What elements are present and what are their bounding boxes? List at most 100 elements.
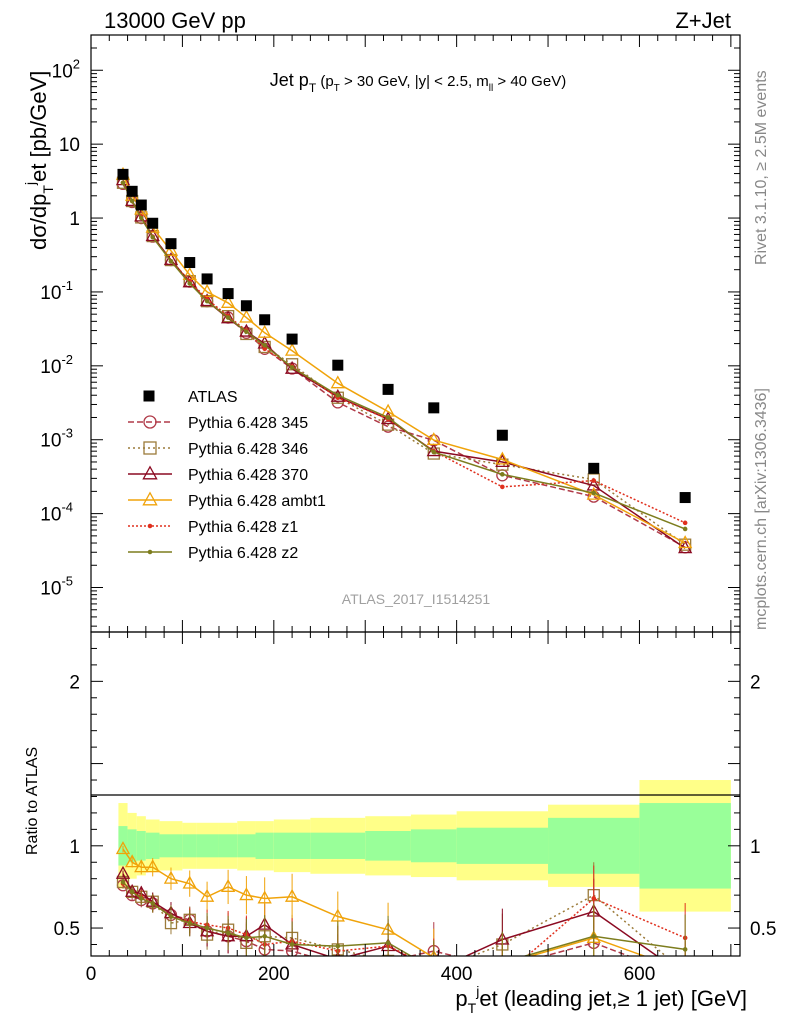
ratio-point (239, 887, 254, 901)
y-tick-label: 10-1 (40, 278, 73, 304)
y-tick-label: 10-5 (40, 574, 73, 600)
legend-label: ATLAS (188, 389, 238, 406)
series-point (330, 375, 345, 389)
ratio-point (199, 888, 215, 902)
ratio-point (679, 964, 691, 975)
data-point (165, 238, 177, 250)
stat-band (182, 834, 197, 858)
ratio-point (428, 965, 439, 976)
ratio-point (225, 930, 231, 936)
x-tick-label: 600 (624, 964, 656, 985)
main-plot-panel: 10-5 10-4 10-3 10-2 10-1 1 10 102 Jet pT (pT > … (22, 34, 741, 633)
data-point (679, 492, 691, 504)
ratio-y-tick-label: 2 (69, 672, 80, 693)
ratio-point (591, 933, 597, 939)
ratio-point (220, 878, 236, 892)
ratio-point (150, 901, 156, 906)
stat-band (410, 829, 457, 863)
legend-marker (142, 491, 158, 506)
series-point (335, 392, 341, 398)
ratio-y-tick-label-right: 0.5 (750, 919, 776, 940)
stat-band (310, 832, 366, 859)
ratio-y-tick-label: 0.5 (54, 919, 80, 940)
ratio-point (497, 962, 508, 973)
series-point (682, 520, 688, 526)
ratio-point (432, 967, 436, 971)
ratio-point (384, 954, 392, 956)
ratio-point (262, 933, 267, 939)
data-point (201, 273, 213, 285)
data-point (428, 402, 440, 414)
stat-band (456, 827, 549, 864)
series-point (289, 365, 295, 370)
ratio-point (124, 854, 140, 868)
series-point (262, 342, 267, 348)
ratio-point (182, 875, 197, 889)
series-point (586, 477, 601, 491)
stat-band (218, 834, 238, 858)
stat-band (159, 834, 183, 858)
ratio-plot-panel: 0.5 0.5 1 1 2 2 0 200 400 600 Ratio to ATLAS pTj… (24, 631, 776, 1016)
series-point (120, 180, 126, 186)
data-point (332, 359, 344, 371)
ratio-point (163, 870, 179, 884)
series-point (262, 346, 267, 352)
ratio-plot-frame (90, 631, 741, 957)
y-tick-label: 10-3 (40, 426, 73, 452)
ratio-y-axis-label: Ratio to ATLAS (24, 747, 41, 855)
ratio-point (680, 967, 691, 978)
series-point (163, 252, 179, 266)
rivet-label: Rivet 3.1.10, ≥ 2.5M events (753, 70, 770, 265)
series-point (426, 432, 441, 446)
ratio-point (501, 976, 505, 980)
stat-band (255, 832, 274, 859)
ratio-point (385, 940, 391, 946)
y-tick-label: 10 (59, 135, 80, 156)
ratio-point (145, 859, 160, 873)
ratio-point (679, 969, 691, 980)
data-point (588, 462, 600, 474)
series-point (220, 294, 236, 308)
ratio-point (496, 958, 508, 969)
stat-band (639, 803, 731, 889)
series-point (682, 526, 688, 532)
ratio-point (244, 935, 249, 941)
main-plot-frame (90, 34, 741, 633)
series-point (225, 315, 231, 320)
stat-band (237, 834, 256, 858)
ratio-point (129, 889, 135, 895)
series-point (500, 472, 505, 477)
ratio-point (115, 865, 131, 879)
series-point (284, 342, 300, 356)
series-point (138, 215, 144, 221)
watermark: ATLAS_2017_I1514251 (342, 591, 491, 607)
ratio-point (591, 896, 597, 901)
ratio-point (168, 914, 174, 919)
stat-band (145, 832, 160, 859)
legend-marker (143, 390, 155, 402)
series-point (163, 242, 179, 256)
legend-label: Pythia 6.428 346 (188, 441, 308, 458)
stat-band (365, 831, 411, 861)
series-point (129, 198, 135, 204)
y-tick-label: 102 (52, 56, 80, 82)
ratio-point (501, 961, 505, 965)
ratio-point (257, 890, 272, 904)
mcplots-label: mcplots.cern.ch [arXiv:1306.3436] (753, 388, 770, 630)
stat-band (136, 831, 146, 861)
data-point (286, 333, 298, 345)
series-point (500, 484, 505, 490)
ratio-point (680, 972, 691, 983)
y-tick-label: 1 (69, 209, 80, 230)
ratio-point (204, 925, 210, 931)
series-point (187, 281, 193, 286)
legend-label: Pythia 6.428 z2 (188, 545, 298, 562)
ratio-point (381, 954, 395, 956)
ratio-y-tick-label-right: 1 (750, 837, 761, 858)
legend-label: Pythia 6.428 z1 (188, 519, 298, 536)
ratio-y-tick-label: 1 (69, 837, 80, 858)
ratio-point (120, 879, 126, 885)
series-point (239, 309, 254, 323)
series-point (239, 323, 254, 337)
